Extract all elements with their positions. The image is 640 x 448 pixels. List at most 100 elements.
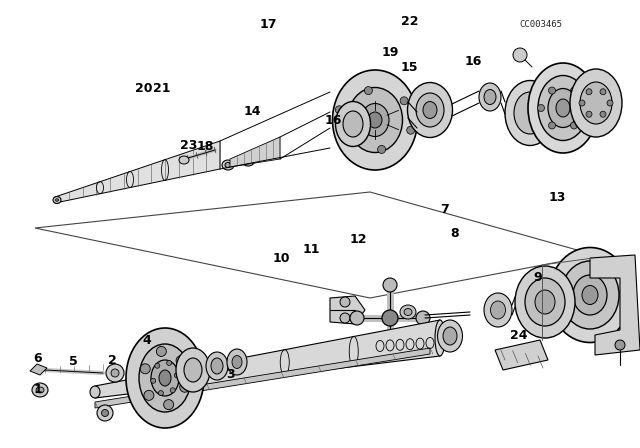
Circle shape xyxy=(97,405,113,421)
Ellipse shape xyxy=(443,327,457,345)
Circle shape xyxy=(383,278,397,292)
Circle shape xyxy=(150,378,156,383)
Circle shape xyxy=(166,361,172,366)
Ellipse shape xyxy=(400,305,416,319)
Circle shape xyxy=(378,146,385,154)
Text: 17: 17 xyxy=(260,18,278,31)
Text: 19: 19 xyxy=(381,46,399,60)
Text: 7: 7 xyxy=(440,203,449,216)
Circle shape xyxy=(342,135,350,143)
Text: 9: 9 xyxy=(533,271,542,284)
Text: 16: 16 xyxy=(324,113,342,127)
Text: 21: 21 xyxy=(153,82,171,95)
Ellipse shape xyxy=(176,348,210,392)
Ellipse shape xyxy=(580,82,612,124)
Ellipse shape xyxy=(525,278,565,326)
Polygon shape xyxy=(330,296,365,324)
Circle shape xyxy=(548,87,556,94)
Circle shape xyxy=(400,97,408,105)
Ellipse shape xyxy=(484,293,512,327)
Text: 22: 22 xyxy=(401,15,419,28)
Circle shape xyxy=(176,356,186,366)
Text: 16: 16 xyxy=(465,55,483,69)
Circle shape xyxy=(102,409,109,417)
Circle shape xyxy=(106,364,124,382)
Ellipse shape xyxy=(514,92,546,134)
Ellipse shape xyxy=(573,275,607,315)
Text: 15: 15 xyxy=(401,60,419,74)
Ellipse shape xyxy=(408,82,452,138)
Circle shape xyxy=(600,89,606,95)
Circle shape xyxy=(548,122,556,129)
Text: 23: 23 xyxy=(180,139,198,152)
Circle shape xyxy=(158,391,163,396)
Ellipse shape xyxy=(556,99,570,117)
Circle shape xyxy=(180,382,189,392)
Ellipse shape xyxy=(206,352,228,380)
Ellipse shape xyxy=(222,160,234,170)
Ellipse shape xyxy=(151,360,179,396)
Ellipse shape xyxy=(538,76,588,141)
Circle shape xyxy=(170,388,175,393)
Ellipse shape xyxy=(260,151,276,159)
Ellipse shape xyxy=(343,111,363,137)
Circle shape xyxy=(570,122,577,129)
Ellipse shape xyxy=(56,199,58,201)
Polygon shape xyxy=(230,137,280,167)
Circle shape xyxy=(144,390,154,401)
Ellipse shape xyxy=(211,358,223,374)
Polygon shape xyxy=(55,141,220,203)
Text: 18: 18 xyxy=(196,140,214,154)
Circle shape xyxy=(111,369,119,377)
Ellipse shape xyxy=(416,93,444,127)
Circle shape xyxy=(586,89,592,95)
Circle shape xyxy=(570,87,577,94)
Circle shape xyxy=(340,313,350,323)
Ellipse shape xyxy=(548,89,578,128)
Ellipse shape xyxy=(264,153,271,157)
Text: 6: 6 xyxy=(33,352,42,365)
Ellipse shape xyxy=(570,69,622,137)
Ellipse shape xyxy=(435,320,445,356)
Text: 8: 8 xyxy=(450,227,459,241)
Ellipse shape xyxy=(232,356,242,369)
Polygon shape xyxy=(30,364,47,375)
Ellipse shape xyxy=(335,102,371,146)
Ellipse shape xyxy=(227,349,247,375)
Ellipse shape xyxy=(159,370,171,386)
Text: 2: 2 xyxy=(108,354,116,367)
Circle shape xyxy=(383,344,397,358)
Ellipse shape xyxy=(53,197,61,203)
Ellipse shape xyxy=(32,383,48,397)
Text: 24: 24 xyxy=(509,328,527,342)
Ellipse shape xyxy=(126,328,204,428)
Ellipse shape xyxy=(528,63,598,153)
Text: 1: 1 xyxy=(34,383,43,396)
Circle shape xyxy=(582,104,589,112)
Ellipse shape xyxy=(179,156,189,164)
Text: 4: 4 xyxy=(143,334,152,347)
Circle shape xyxy=(156,346,166,357)
Ellipse shape xyxy=(582,285,598,305)
Circle shape xyxy=(579,100,585,106)
Circle shape xyxy=(174,373,179,378)
Text: 14: 14 xyxy=(244,104,262,118)
Ellipse shape xyxy=(333,70,417,170)
Ellipse shape xyxy=(513,48,527,62)
Ellipse shape xyxy=(535,290,555,314)
Ellipse shape xyxy=(244,157,252,163)
Circle shape xyxy=(607,100,613,106)
Ellipse shape xyxy=(549,247,631,343)
Ellipse shape xyxy=(479,83,501,111)
Circle shape xyxy=(155,363,160,368)
Circle shape xyxy=(538,104,545,112)
Ellipse shape xyxy=(36,387,44,393)
Text: 20: 20 xyxy=(135,82,153,95)
Polygon shape xyxy=(495,340,548,370)
Circle shape xyxy=(350,311,364,325)
Circle shape xyxy=(600,111,606,117)
Ellipse shape xyxy=(423,102,437,119)
Polygon shape xyxy=(95,348,430,408)
Circle shape xyxy=(406,126,415,134)
Circle shape xyxy=(416,311,430,325)
